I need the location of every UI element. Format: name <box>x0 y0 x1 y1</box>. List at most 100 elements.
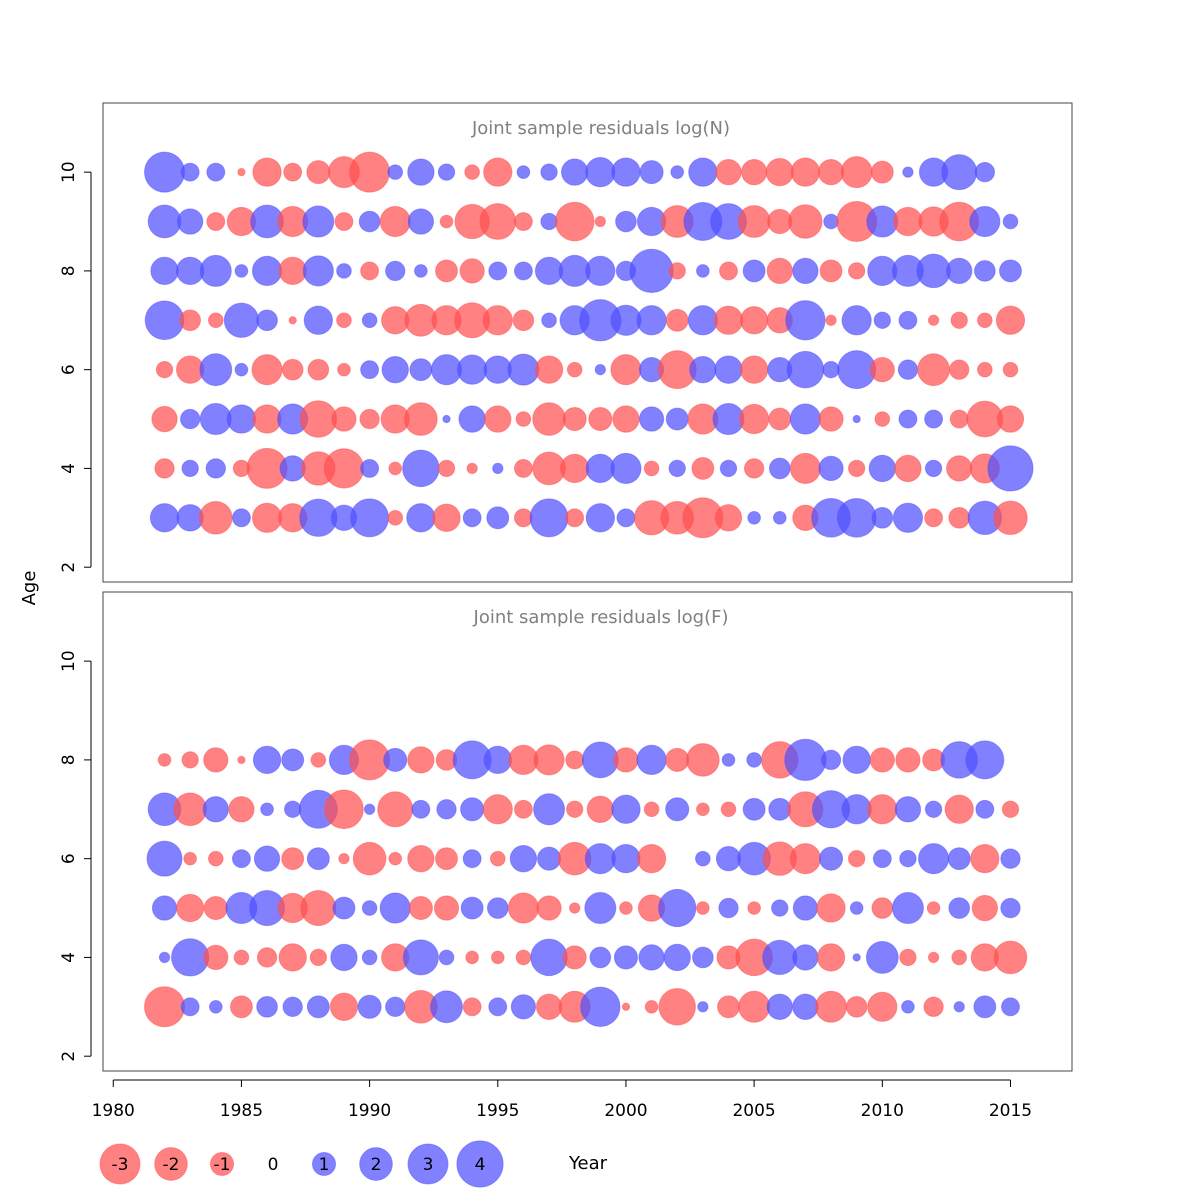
y-tick-label: 10 <box>59 161 79 183</box>
residual-bubble <box>530 938 568 977</box>
residual-bubble <box>385 996 406 1017</box>
residual-bubble <box>842 745 871 775</box>
residual-bubble <box>465 950 479 965</box>
residual-bubble <box>899 849 917 868</box>
residual-bubble <box>299 400 338 438</box>
residual-bubble <box>714 504 743 532</box>
residual-bubble <box>785 300 826 341</box>
residual-bubble <box>987 445 1034 492</box>
panel-title-f: Joint sample residuals log(F) <box>473 607 729 628</box>
residual-bubble <box>588 406 613 432</box>
residual-bubble <box>149 503 180 533</box>
residual-bubble <box>284 800 302 818</box>
residual-bubble <box>513 212 533 231</box>
residual-bubble <box>432 503 461 532</box>
residual-bubble <box>768 457 791 480</box>
residual-bubble <box>585 157 616 188</box>
residual-bubble <box>330 943 358 972</box>
residual-bubble <box>409 358 433 382</box>
residual-bubble <box>585 503 615 533</box>
residual-bubble <box>177 208 204 235</box>
residual-bubble <box>338 852 350 865</box>
residual-bubble <box>867 991 898 1022</box>
residual-bubble <box>917 353 950 387</box>
residual-bubble <box>324 789 364 830</box>
residual-bubble <box>977 312 993 329</box>
residual-bubble <box>718 897 739 919</box>
legend-label: -1 <box>214 1155 231 1175</box>
residual-bubble <box>253 845 281 872</box>
residual-bubble <box>610 452 642 484</box>
residual-bubble <box>554 201 595 242</box>
residual-bubble <box>256 947 278 968</box>
residual-bubble <box>918 843 950 875</box>
residual-bubble <box>658 888 697 928</box>
residual-bubble <box>414 264 428 278</box>
residual-bubble <box>584 843 616 875</box>
residual-bubble <box>540 212 558 231</box>
residual-bubble <box>848 459 866 478</box>
residual-bubble <box>1000 848 1021 869</box>
residual-bubble <box>437 459 456 478</box>
residual-bubble <box>995 305 1026 335</box>
x-tick-label: 1990 <box>348 1101 391 1121</box>
residual-bubble <box>484 405 512 433</box>
residual-bubble <box>948 897 971 919</box>
residual-bubble <box>947 847 971 871</box>
residual-bubble <box>534 256 564 286</box>
residual-bubble <box>199 353 233 387</box>
x-tick-label: 2015 <box>989 1101 1032 1121</box>
residual-bubble <box>483 355 512 384</box>
residual-bubble <box>895 747 921 773</box>
residual-bubble <box>516 165 531 179</box>
residual-bubble <box>974 161 996 183</box>
residual-bubble <box>408 895 433 921</box>
residual-bubble <box>615 210 637 233</box>
residual-bubble <box>789 843 821 875</box>
residual-bubble <box>179 408 201 430</box>
residual-bubble <box>691 456 715 480</box>
residual-bubble <box>352 841 387 876</box>
residual-bubble <box>969 205 1001 238</box>
residual-bubble <box>993 940 1028 975</box>
residual-bubble <box>306 995 330 1019</box>
residual-bubble <box>513 261 533 281</box>
residual-bubble <box>226 404 257 434</box>
residual-bubble <box>636 744 667 776</box>
legend-bubble <box>456 1140 504 1188</box>
residual-bubble <box>743 458 765 479</box>
x-tick-label: 2010 <box>861 1101 904 1121</box>
residual-bubble <box>360 458 380 478</box>
residual-bubble <box>488 261 508 281</box>
legend-label: -2 <box>163 1155 180 1175</box>
residual-bubble <box>560 453 590 484</box>
legend-label: 2 <box>371 1155 382 1175</box>
y-tick-label: 2 <box>59 562 79 573</box>
residual-bubble <box>181 459 199 478</box>
residual-bubble <box>643 460 660 477</box>
residual-bubble <box>329 992 359 1021</box>
residual-bubble <box>251 255 283 287</box>
residual-bubble <box>377 791 414 828</box>
y-axis-n: 2 4 6 8 10 <box>59 161 92 573</box>
residual-bubble <box>613 747 639 773</box>
residual-bubble <box>406 503 436 533</box>
residual-bubble <box>665 797 690 822</box>
residual-bubble <box>175 893 205 923</box>
residual-bubble <box>407 158 435 186</box>
residual-bubble <box>281 847 305 871</box>
residual-bubble <box>358 210 381 233</box>
residual-bubble <box>457 354 488 385</box>
residual-bubble <box>492 462 504 475</box>
residual-bubble <box>383 747 408 772</box>
residual-bubble <box>388 461 403 476</box>
y-tick-label: 2 <box>59 1051 79 1062</box>
legend-bubble <box>311 1151 337 1177</box>
residual-bubble <box>407 844 435 873</box>
residual-bubble <box>825 314 837 326</box>
residual-bubble <box>536 895 562 921</box>
residual-bubble <box>533 793 566 826</box>
residual-bubble <box>871 897 894 919</box>
residual-bubble <box>594 363 606 376</box>
